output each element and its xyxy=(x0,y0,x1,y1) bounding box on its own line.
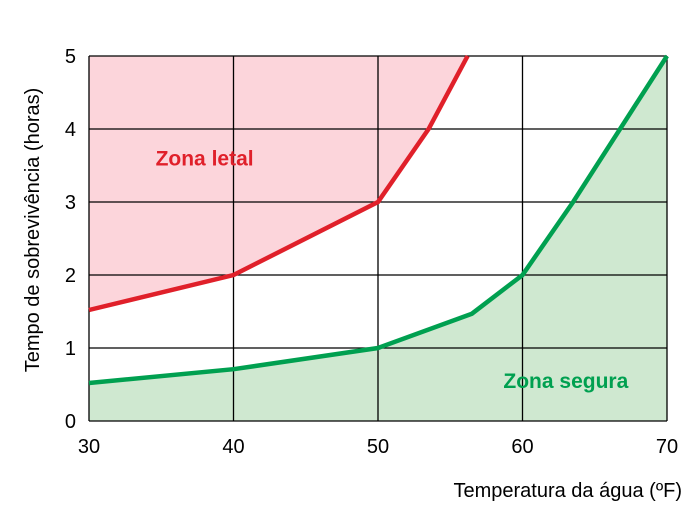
x-tick-label: 30 xyxy=(78,436,100,458)
y-tick-labels: 0 1 2 3 4 5 xyxy=(65,46,76,433)
x-tick-labels: 30 40 50 60 70 xyxy=(78,436,678,458)
x-tick-label: 70 xyxy=(656,436,678,458)
safe-zone-label: Zona segura xyxy=(503,370,628,393)
x-tick-label: 40 xyxy=(222,436,244,458)
y-axis-title: Tempo de sobrevivência (horas) xyxy=(22,88,44,373)
x-axis-title: Temperatura da água (ºF) xyxy=(453,480,682,502)
x-tick-label: 50 xyxy=(367,436,389,458)
lethal-zone-label: Zona letal xyxy=(156,148,254,171)
y-tick-label: 2 xyxy=(65,265,76,287)
y-tick-label: 3 xyxy=(65,192,76,214)
lethal-line xyxy=(88,54,470,313)
lethal-zone-fill xyxy=(89,56,468,310)
y-tick-label: 5 xyxy=(65,46,76,68)
y-tick-label: 1 xyxy=(65,338,76,360)
series-lines xyxy=(88,54,669,386)
y-tick-label: 0 xyxy=(65,411,76,433)
zone-labels: Zona letal Zona segura xyxy=(156,148,629,394)
safe-line xyxy=(88,54,669,386)
x-tick-label: 60 xyxy=(511,436,533,458)
y-tick-label: 4 xyxy=(65,119,76,141)
